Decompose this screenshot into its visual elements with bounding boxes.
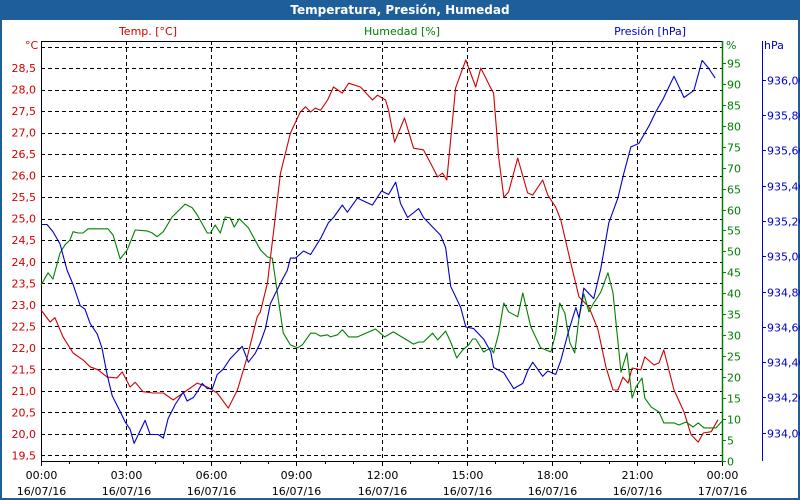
x-tick-time: 15:00 — [452, 469, 484, 482]
humidity-tick-label: 55 — [727, 225, 741, 238]
humidity-tick-label: 20 — [727, 372, 741, 385]
temp-tick-label: 27,0 — [12, 127, 37, 140]
x-tick-time: 00:00 — [707, 469, 739, 482]
x-tick-date: 17/07/16 — [698, 485, 747, 498]
x-tick-date: 16/07/16 — [613, 485, 662, 498]
humidity-tick-label: 30 — [727, 330, 741, 343]
humidity-tick-label: 70 — [727, 163, 741, 176]
humidity-tick-label: 0 — [727, 456, 734, 469]
x-tick-time: 12:00 — [367, 469, 399, 482]
temp-unit: °C — [25, 39, 39, 52]
humidity-tick-label: 50 — [727, 246, 741, 259]
humidity-tick-label: 65 — [727, 184, 741, 197]
temp-tick-label: 24,0 — [12, 256, 37, 269]
humidity-tick-label: 90 — [727, 79, 741, 92]
temp-tick-label: 28,0 — [12, 84, 37, 97]
pressure-tick-label: 935,80 — [767, 110, 800, 123]
chart-panel — [2, 20, 798, 498]
humidity-series-line — [40, 203, 723, 429]
pressure-series-line — [41, 59, 716, 444]
pressure-tick-label: 935,20 — [767, 216, 800, 229]
temp-tick-label: 20,5 — [12, 406, 37, 419]
humidity-tick-label: 80 — [727, 121, 741, 134]
pressure-tick-label: 935,40 — [767, 181, 800, 194]
humidity-tick-label: 10 — [727, 414, 741, 427]
humidity-axis-title: Humedad [%] — [364, 25, 440, 38]
humidity-tick-label: 5 — [727, 435, 734, 448]
window-title: Temperatura, Presión, Humedad — [290, 3, 510, 17]
temp-tick-label: 23,5 — [12, 277, 37, 290]
pressure-tick-label: 934,60 — [767, 322, 800, 335]
x-tick-date: 16/07/16 — [187, 485, 236, 498]
temp-tick-label: 23,0 — [12, 299, 37, 312]
x-tick-date: 16/07/16 — [358, 485, 407, 498]
pressure-unit: hPa — [764, 39, 784, 52]
humidity-tick-label: 85 — [727, 100, 741, 113]
pressure-tick-label: 934,00 — [767, 428, 800, 441]
temp-tick-label: 22,5 — [12, 320, 37, 333]
pressure-tick-label: 935,60 — [767, 145, 800, 158]
temp-tick-label: 27,5 — [12, 105, 37, 118]
x-tick-date: 16/07/16 — [102, 485, 151, 498]
x-tick-date: 16/07/16 — [272, 485, 321, 498]
humidity-tick-label: 25 — [727, 351, 741, 364]
x-tick-time: 21:00 — [622, 469, 654, 482]
pressure-tick-label: 935,00 — [767, 251, 800, 264]
x-tick-time: 00:00 — [26, 469, 58, 482]
temp-series-line — [40, 59, 719, 443]
pressure-axis-title: Presión [hPa] — [614, 25, 686, 38]
x-tick-time: 18:00 — [537, 469, 569, 482]
temp-tick-label: 24,5 — [12, 234, 37, 247]
temp-tick-label: 22,0 — [12, 342, 37, 355]
humidity-tick-label: 40 — [727, 288, 741, 301]
pressure-tick-label: 934,20 — [767, 392, 800, 405]
temp-tick-label: 20,0 — [12, 428, 37, 441]
temp-tick-label: 26,5 — [12, 148, 37, 161]
x-tick-date: 16/07/16 — [528, 485, 577, 498]
x-tick-date: 16/07/16 — [17, 485, 66, 498]
temp-tick-label: 21,0 — [12, 385, 37, 398]
temp-tick-label: 25,5 — [12, 191, 37, 204]
humidity-tick-label: 35 — [727, 309, 741, 322]
temp-tick-label: 19,5 — [12, 449, 37, 462]
pressure-tick-label: 934,40 — [767, 357, 800, 370]
humidity-tick-label: 95 — [727, 58, 741, 71]
x-tick-time: 06:00 — [196, 469, 228, 482]
x-tick-date: 16/07/16 — [443, 485, 492, 498]
humidity-unit: % — [726, 39, 736, 52]
temp-tick-label: 26,0 — [12, 170, 37, 183]
x-tick-time: 09:00 — [281, 469, 313, 482]
temp-tick-label: 21,5 — [12, 363, 37, 376]
pressure-tick-label: 934,80 — [767, 287, 800, 300]
temp-tick-label: 25,0 — [12, 213, 37, 226]
humidity-tick-label: 15 — [727, 393, 741, 406]
temp-axis-title: Temp. [°C] — [118, 25, 177, 38]
humidity-tick-label: 60 — [727, 205, 741, 218]
humidity-tick-label: 75 — [727, 142, 741, 155]
x-tick-time: 03:00 — [111, 469, 143, 482]
humidity-tick-label: 45 — [727, 267, 741, 280]
pressure-tick-label: 936,00 — [767, 75, 800, 88]
temp-tick-label: 28,5 — [12, 62, 37, 75]
